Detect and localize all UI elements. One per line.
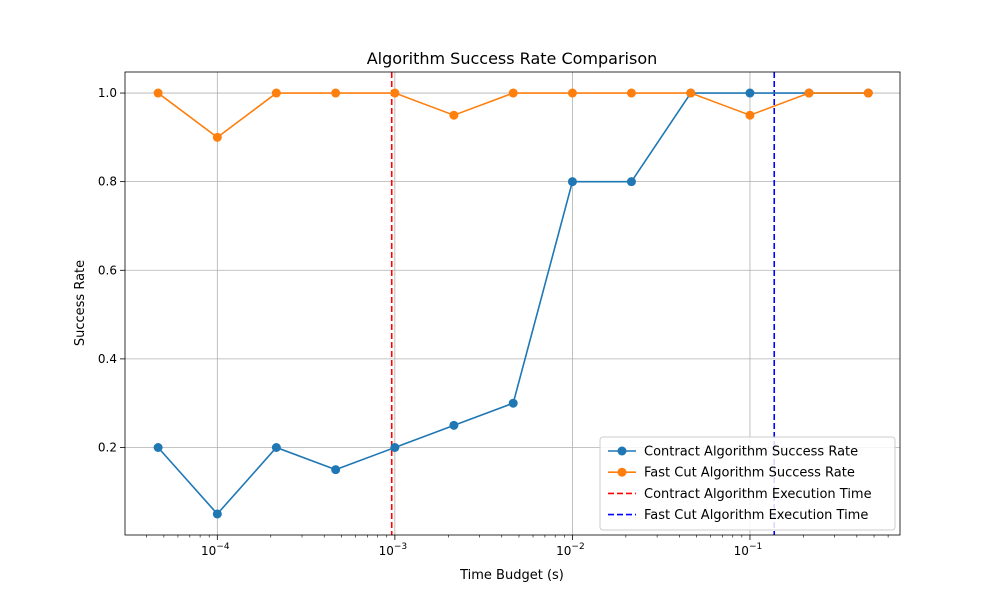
y-tick-label: 0.4 bbox=[98, 352, 117, 366]
x-tick-label-exponent: −4 bbox=[216, 542, 230, 552]
data-point bbox=[686, 88, 696, 98]
data-point bbox=[804, 88, 814, 98]
legend-swatch-marker bbox=[617, 467, 627, 477]
data-point bbox=[271, 88, 281, 98]
x-tick-label-base: 10 bbox=[734, 544, 749, 558]
data-point bbox=[508, 398, 518, 408]
y-tick-label: 0.6 bbox=[98, 263, 117, 277]
legend-label: Contract Algorithm Execution Time bbox=[644, 487, 872, 502]
chart-title: Algorithm Success Rate Comparison bbox=[367, 49, 658, 68]
data-point bbox=[390, 442, 400, 452]
data-point bbox=[567, 88, 577, 98]
plot-frame bbox=[124, 71, 901, 536]
x-tick-label-exponent: −1 bbox=[749, 542, 762, 552]
data-point bbox=[626, 88, 636, 98]
x-axis-ticks: 10−4 10−3 10−2 10−1 bbox=[146, 535, 889, 558]
data-point bbox=[153, 88, 163, 98]
y-tick-label: 0.2 bbox=[98, 440, 117, 454]
data-point bbox=[626, 177, 636, 187]
data-point bbox=[331, 88, 341, 98]
y-axis-label: Success Rate bbox=[73, 260, 88, 346]
x-axis-label: Time Budget (s) bbox=[459, 568, 564, 583]
data-point bbox=[331, 465, 341, 475]
legend-box bbox=[599, 436, 896, 531]
reference-lines bbox=[390, 72, 776, 535]
legend-swatch-marker bbox=[617, 446, 627, 456]
x-tick-label-base: 10 bbox=[379, 544, 394, 558]
x-tick-label-exponent: −2 bbox=[571, 542, 584, 552]
x-tick-label-exponent: −3 bbox=[394, 542, 407, 552]
data-series bbox=[153, 88, 873, 519]
data-point bbox=[508, 88, 518, 98]
x-tick-label-base: 10 bbox=[556, 544, 571, 558]
data-point bbox=[863, 88, 873, 98]
y-tick-label: 0.8 bbox=[98, 175, 117, 189]
data-point bbox=[212, 509, 222, 519]
data-point bbox=[567, 177, 577, 187]
data-point bbox=[449, 110, 459, 120]
x-tick-label-base: 10 bbox=[201, 544, 216, 558]
data-point bbox=[271, 442, 281, 452]
x-tick-label: 10−3 bbox=[379, 542, 408, 558]
data-point bbox=[390, 88, 400, 98]
legend-label: Contract Algorithm Success Rate bbox=[644, 445, 858, 460]
data-point bbox=[745, 88, 755, 98]
data-point bbox=[745, 110, 755, 120]
y-tick-label: 1.0 bbox=[98, 86, 117, 100]
x-tick-label: 10−4 bbox=[201, 542, 230, 558]
legend-label: Fast Cut Algorithm Success Rate bbox=[644, 466, 855, 481]
y-axis-ticks: 0.2 0.4 0.6 0.8 1.0 bbox=[98, 86, 125, 454]
data-point bbox=[449, 420, 459, 430]
x-tick-label: 10−2 bbox=[556, 542, 585, 558]
legend-label: Fast Cut Algorithm Execution Time bbox=[644, 508, 868, 523]
legend: Contract Algorithm Success Rate Fast Cut … bbox=[599, 436, 896, 531]
x-tick-label: 10−1 bbox=[734, 542, 763, 558]
data-point bbox=[212, 132, 222, 142]
data-point bbox=[153, 442, 163, 452]
